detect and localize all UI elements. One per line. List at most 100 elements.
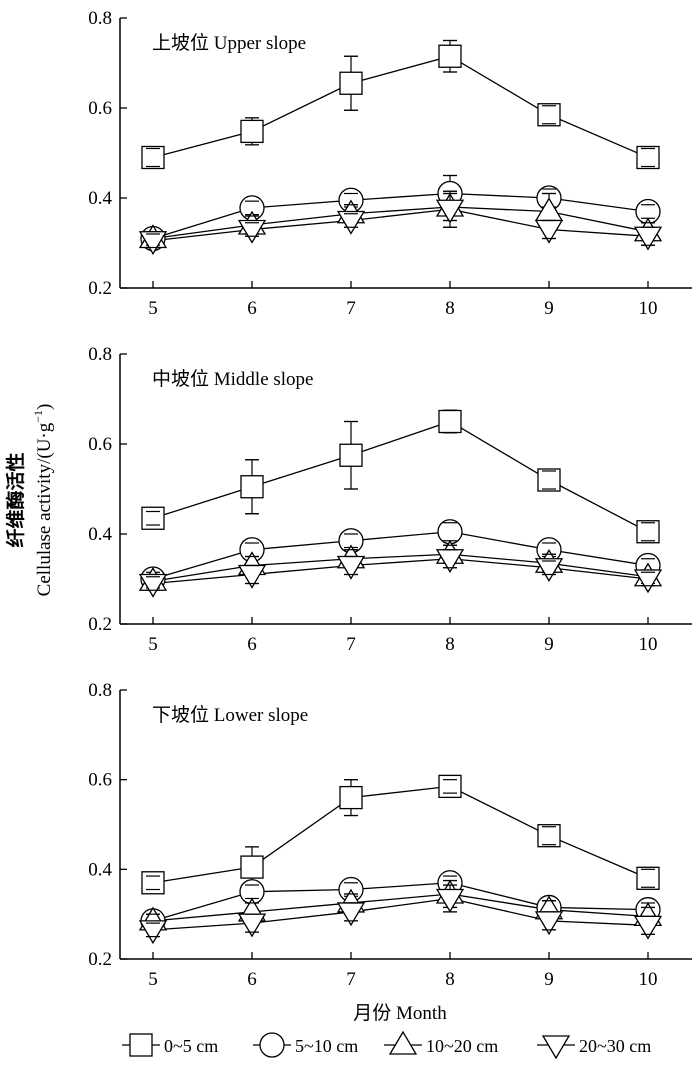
y-tick-label: 0.8 <box>88 680 112 701</box>
data-point-triangle-down <box>435 199 465 224</box>
legend-item-square: 0~5 cm <box>122 1033 218 1057</box>
x-tick-label: 9 <box>544 634 554 655</box>
series-line-triangle-down <box>152 208 649 242</box>
x-tick-label: 10 <box>639 969 658 990</box>
data-point-triangle-down <box>138 573 168 598</box>
data-point-square <box>636 520 660 544</box>
x-tick-label: 5 <box>148 298 158 319</box>
x-tick-label: 7 <box>346 634 356 655</box>
data-point-triangle-down <box>633 915 663 940</box>
x-tick-label: 7 <box>346 969 356 990</box>
x-tick-label: 6 <box>247 969 257 990</box>
y-tick-label: 0.4 <box>88 524 112 545</box>
legend-marker-square <box>129 1033 153 1057</box>
y-tick-label: 0.8 <box>88 8 112 29</box>
data-point-triangle-down <box>435 888 465 913</box>
legend-marker-triangle-down <box>541 1035 571 1060</box>
data-point-square <box>636 145 660 170</box>
series-line-triangle-up <box>152 553 649 582</box>
data-point-triangle-down <box>336 210 366 235</box>
panel-title: 下坡位 Lower slope <box>152 704 308 726</box>
data-point-triangle-down <box>237 564 267 589</box>
x-tick-label: 8 <box>445 969 455 990</box>
y-tick-label: 0.4 <box>88 859 112 880</box>
data-point-square <box>240 475 264 499</box>
data-point-square <box>636 866 660 890</box>
data-point-square <box>240 855 264 879</box>
data-point-triangle-down <box>138 920 168 945</box>
panel-3: 0.2 0.4 0.6 0.8 5 6 7 8 9 10 下坡位 Lower slope <box>88 680 692 990</box>
x-tick-label: 8 <box>445 298 455 319</box>
data-point-square <box>141 506 165 530</box>
legend-item-circle: 5~10 cm <box>253 1032 358 1058</box>
legend-marker-triangle-up <box>388 1030 418 1055</box>
y-tick-label: 0.2 <box>88 614 112 635</box>
series-line-square <box>152 55 649 159</box>
data-point-square <box>339 443 363 467</box>
data-point-triangle-down <box>336 902 366 927</box>
series-line-circle <box>152 192 649 240</box>
data-point-square <box>438 44 462 68</box>
panel-title: 上坡位 Upper slope <box>152 32 306 54</box>
series-line-square <box>152 420 649 533</box>
data-point-square <box>240 119 264 144</box>
x-tick-label: 7 <box>346 298 356 319</box>
series-line-triangle-down <box>152 558 649 585</box>
y-axis-label-close: ) <box>34 404 55 410</box>
x-axis-label: 月份 Month <box>353 1002 447 1024</box>
panel-2: 0.2 0.4 0.6 0.8 5 6 7 8 9 10 中坡位 Middle slope <box>88 344 692 655</box>
y-tick-label: 0.2 <box>88 949 112 970</box>
legend-item-triangle-up: 10~20 cm <box>384 1030 498 1056</box>
chart-panels: 0.2 0.4 0.6 0.8 5 6 7 8 9 10 上坡位 Upper slope 0.2 0.4… <box>88 8 692 990</box>
y-tick-label: 0.4 <box>88 188 112 209</box>
data-point-triangle-down <box>237 913 267 938</box>
x-tick-label: 5 <box>148 634 158 655</box>
series-line-circle <box>152 531 649 580</box>
y-axis-label-en: Cellulase activity/(U·g−1) <box>31 404 55 597</box>
data-point-square <box>537 824 561 848</box>
y-axis-label-superscript: −1 <box>31 410 45 423</box>
data-point-square <box>537 103 561 127</box>
legend-label: 5~10 cm <box>295 1036 358 1056</box>
x-tick-label: 6 <box>247 634 257 655</box>
data-point-square <box>141 871 165 895</box>
series-line-triangle-up <box>152 206 649 240</box>
data-point-square <box>339 71 363 95</box>
x-tick-label: 5 <box>148 969 158 990</box>
x-tick-label: 10 <box>639 298 658 319</box>
data-point-triangle-down <box>138 231 168 256</box>
data-point-square <box>438 774 462 799</box>
series-line-triangle-up <box>152 893 649 922</box>
data-point-triangle-down <box>534 911 564 936</box>
y-axis-label-en-text: Cellulase activity/(U·g <box>34 422 55 596</box>
y-tick-label: 0.6 <box>88 770 112 791</box>
series-line-circle <box>152 882 649 922</box>
series-line-square <box>152 785 649 884</box>
legend-label: 10~20 cm <box>426 1036 498 1056</box>
panel-title: 中坡位 Middle slope <box>152 368 314 390</box>
data-point-triangle-down <box>237 219 267 244</box>
legend: 0~5 cm 5~10 cm 10~20 cm 20~30 cm <box>122 1030 651 1060</box>
data-point-square <box>339 785 363 810</box>
y-tick-label: 0.2 <box>88 278 112 299</box>
series-line-triangle-down <box>152 897 649 931</box>
y-tick-label: 0.6 <box>88 434 112 455</box>
x-tick-label: 9 <box>544 298 554 319</box>
data-point-triangle-down <box>534 219 564 244</box>
data-point-square <box>438 409 462 434</box>
legend-label: 0~5 cm <box>164 1036 218 1056</box>
data-point-triangle-down <box>534 558 564 583</box>
data-point-triangle-down <box>633 569 663 594</box>
panel-1: 0.2 0.4 0.6 0.8 5 6 7 8 9 10 上坡位 Upper slope <box>88 8 692 319</box>
legend-marker-circle <box>259 1032 285 1058</box>
legend-item-triangle-down: 20~30 cm <box>537 1035 651 1060</box>
x-tick-label: 8 <box>445 634 455 655</box>
x-tick-label: 6 <box>247 298 257 319</box>
data-point-square <box>141 145 165 170</box>
data-point-square <box>537 468 561 492</box>
legend-label: 20~30 cm <box>579 1036 651 1056</box>
y-tick-label: 0.6 <box>88 98 112 119</box>
y-axis-label-cn: 纤维酶活性 <box>4 452 27 547</box>
y-tick-label: 0.8 <box>88 344 112 365</box>
